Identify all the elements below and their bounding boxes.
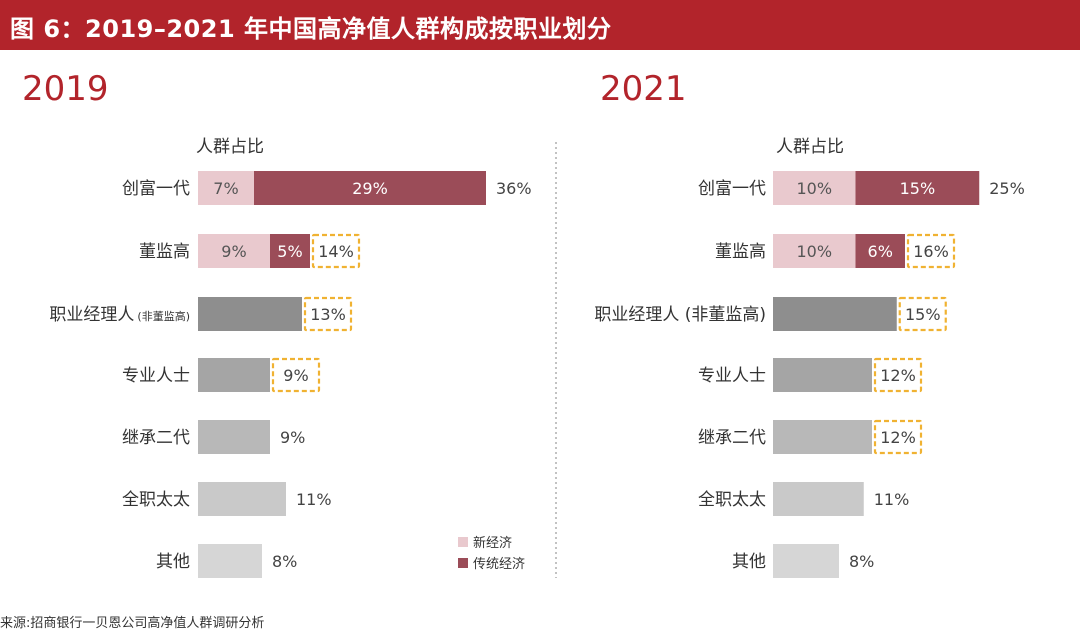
panel-2019-category-label: 继承二代: [122, 428, 190, 448]
panel-2019-category-label: 职业经理人 (非董监高): [49, 305, 190, 325]
panel-2019-bar-traditional-economy: [254, 171, 486, 205]
panel-2019-total-label: 36%: [496, 179, 532, 198]
panel-2021-segment-label: 6%: [868, 242, 893, 261]
panel-2021-highlight-box: [898, 296, 947, 332]
panel-2019-total-label: 8%: [272, 552, 297, 571]
panel-2021-total-label: 25%: [989, 179, 1025, 198]
panel-2021-highlight-box: [873, 357, 923, 393]
panel-2019-total-label: 11%: [296, 490, 332, 509]
panel-2021-bar-traditional-economy: [855, 171, 980, 205]
panel-2021-total-label: 12%: [880, 366, 916, 385]
panel-2021-segment-label: 10%: [796, 242, 832, 261]
source-note: 来源:招商银行一贝恩公司高净值人群调研分析: [0, 616, 265, 631]
panel-2019-bar-total: [198, 297, 302, 331]
panel-2019-total-label: 14%: [318, 242, 354, 261]
legend-swatch: [458, 558, 468, 568]
panel-2019-bar-total: [198, 544, 262, 578]
legend-label: 传统经济: [473, 557, 525, 572]
panel-2019-category-label: 全职太太: [122, 490, 190, 510]
panel-2019-highlight-box: [271, 357, 321, 393]
panel-2019-bar-new-economy: [198, 171, 254, 205]
panel-2019-bar-total: [198, 420, 270, 454]
panel-2019-bar-total: [198, 358, 270, 392]
panel-2019-bar-total: [198, 482, 286, 516]
panel-2021-highlight-box: [873, 419, 923, 455]
panel-2021-segment-label: 15%: [900, 179, 936, 198]
figure-title: 图 6：2019–2021 年中国高净值人群构成按职业划分: [10, 15, 612, 43]
panel-2021-category-label: 继承二代: [698, 428, 766, 448]
panel-2019-highlight-box: [303, 296, 353, 332]
panel-2019-segment-label: 29%: [352, 179, 388, 198]
panel-2019-category-label: 董监高: [139, 242, 190, 262]
panel-2021-bar-total: [773, 420, 872, 454]
panel-2019-subtitle: 人群占比: [196, 137, 264, 157]
panel-2021-category-label: 全职太太: [698, 490, 766, 510]
panel-2021-total-label: 16%: [913, 242, 949, 261]
figure-header: 图 6：2019–2021 年中国高净值人群构成按职业划分: [0, 0, 1080, 50]
panel-2021-subtitle: 人群占比: [776, 137, 844, 157]
panel-2019-highlight-box: [311, 233, 361, 269]
panel-2021-total-label: 11%: [874, 490, 910, 509]
legend-swatch: [458, 537, 468, 547]
panel-2019-segment-label: 9%: [221, 242, 246, 261]
panel-2019-category-label: 创富一代: [122, 179, 190, 199]
panel-2021-category-label: 职业经理人 (非董监高): [594, 305, 766, 325]
panel-2021-total-label: 15%: [905, 305, 941, 324]
panel-2021-segment-label: 10%: [796, 179, 832, 198]
panel-2021-total-label: 8%: [849, 552, 874, 571]
panel-2019-category-label: 专业人士: [122, 366, 190, 386]
panel-2021-category-label: 董监高: [715, 242, 766, 262]
panel-2019-total-label: 13%: [310, 305, 346, 324]
panel-2021-bar-total: [773, 297, 897, 331]
panel-2021-bar-new-economy: [773, 234, 856, 268]
panel-2021-total-label: 12%: [880, 428, 916, 447]
panel-2021-bar-total: [773, 544, 839, 578]
panel-2021-bar-total: [773, 482, 864, 516]
panel-2021-category-label: 创富一代: [698, 179, 766, 199]
panel-2019-year: 2019: [22, 69, 109, 109]
panel-2021-category-label: 专业人士: [698, 366, 766, 386]
panel-2019-total-label: 9%: [280, 428, 305, 447]
panel-2019-category-label: 其他: [156, 552, 190, 572]
panel-2021-category-label: 其他: [732, 552, 766, 572]
panel-2019-bar-traditional-economy: [270, 234, 310, 268]
panel-2019-bar-new-economy: [198, 234, 270, 268]
panel-2019-segment-label: 7%: [213, 179, 238, 198]
panel-2021-bar-new-economy: [773, 171, 856, 205]
panel-2021-bar-total: [773, 358, 872, 392]
panel-2021-year: 2021: [600, 69, 687, 109]
panel-2021-highlight-box: [906, 233, 956, 269]
legend-label: 新经济: [473, 535, 512, 551]
panel-2019-segment-label: 5%: [277, 242, 302, 261]
panel-2019-total-label: 9%: [283, 366, 308, 385]
panel-2021-bar-traditional-economy: [855, 234, 905, 268]
